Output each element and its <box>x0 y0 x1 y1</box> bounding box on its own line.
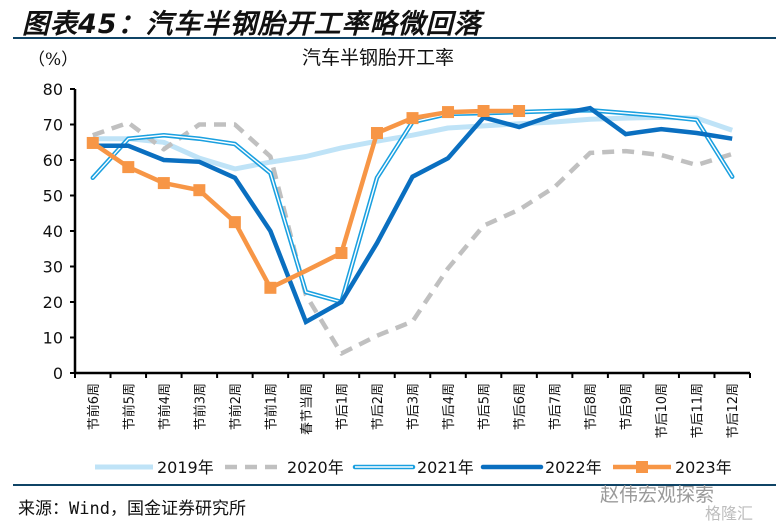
series-2023-marker <box>86 136 99 149</box>
legend-label: 2022年 <box>545 458 602 477</box>
series-2023-marker <box>264 281 277 294</box>
legend-label: 2021年 <box>417 458 474 477</box>
series-2020-line <box>92 120 733 356</box>
data-point <box>412 321 413 322</box>
series-2023 <box>86 105 526 294</box>
y-tick-label: 50 <box>43 187 63 206</box>
x-tick-label: 节前6周 <box>86 383 102 430</box>
series-2023-marker <box>122 161 135 174</box>
data-point <box>128 122 129 123</box>
x-tick-label: 节后11周 <box>691 383 706 439</box>
legend-item-2021: 2021年 <box>352 458 474 477</box>
y-tick-label: 30 <box>43 258 63 277</box>
y-tick-label: 0 <box>53 364 63 383</box>
y-axis: 0 10 20 30 40 50 60 70 80 <box>43 80 77 383</box>
title-divider <box>13 37 776 39</box>
chart-title: 汽车半钢胎开工率 <box>302 47 454 69</box>
y-tick-label: 60 <box>43 151 63 170</box>
legend-item-2023: 2023年 <box>613 458 732 477</box>
legend-marker <box>636 461 648 473</box>
data-point <box>661 155 662 156</box>
series-2023-marker <box>477 105 490 118</box>
y-axis-unit-label: （%） <box>28 50 79 70</box>
x-tick-label: 节后4周 <box>442 383 457 430</box>
series-2023-marker <box>513 105 526 118</box>
legend-label: 2019年 <box>157 458 214 477</box>
data-point <box>519 209 520 210</box>
legend-item-2020: 2020年 <box>225 458 344 477</box>
watermark-logo: 格隆汇 <box>705 504 754 523</box>
series-2019 <box>92 114 734 172</box>
data-point <box>696 164 697 165</box>
series-2020 <box>92 120 733 356</box>
x-tick-label: 节后12周 <box>726 383 741 439</box>
x-tick-label: 节后8周 <box>584 383 599 430</box>
legend-label: 2020年 <box>287 458 344 477</box>
y-tick-label: 10 <box>43 329 63 348</box>
x-tick-label: 节后5周 <box>478 383 493 430</box>
series-layer <box>86 105 735 356</box>
series-2021 <box>90 108 735 305</box>
x-tick-label: 节前2周 <box>228 383 244 430</box>
figure-title: 图表45：汽车半钢胎开工率略微回落 <box>22 9 482 40</box>
series-2023-marker <box>228 216 241 229</box>
x-tick-label: 节后2周 <box>371 383 386 430</box>
series-2022-line <box>92 105 733 326</box>
x-tick-label: 节后7周 <box>549 383 564 430</box>
series-2023-marker <box>335 247 348 260</box>
x-tick-label: 节前3周 <box>192 383 208 430</box>
series-2023-marker <box>193 184 206 197</box>
x-tick-label: 节前5周 <box>121 383 137 430</box>
x-tick-label: 春节当周 <box>300 383 315 435</box>
x-tick-label: 节前4周 <box>157 383 173 430</box>
y-tick-label: 70 <box>43 116 63 135</box>
x-tick-label: 节前1周 <box>263 383 279 430</box>
x-tick-label: 节后9周 <box>620 383 635 430</box>
series-2022 <box>92 105 733 326</box>
series-2023-marker <box>406 112 419 125</box>
x-axis: 节前6周 节前5周 节前4周 节前3周 节前2周 节前1周 春节当周 节后1周 节后2周 节后3周… <box>74 371 751 439</box>
footer-divider <box>13 484 776 486</box>
series-2019-line <box>92 114 734 172</box>
y-tick-label: 20 <box>43 293 63 312</box>
x-tick-label: 节后10周 <box>655 383 670 439</box>
legend-item-2019: 2019年 <box>95 458 214 477</box>
source-note: 来源：Wind，国金证券研究所 <box>18 499 246 519</box>
series-2023-marker <box>370 127 383 140</box>
watermark: 赵伟宏观探索 <box>600 484 715 506</box>
y-tick-label: 80 <box>43 80 63 99</box>
data-point <box>554 186 555 187</box>
data-point <box>483 225 484 226</box>
legend: 2019年 2020年 2021年 2022年 2023年 <box>95 458 732 477</box>
series-2023-marker <box>442 106 455 119</box>
series-2023-marker <box>157 177 170 190</box>
y-tick-label: 40 <box>43 222 63 241</box>
legend-item-2022: 2022年 <box>480 458 602 477</box>
x-tick-label: 节后6周 <box>513 383 528 430</box>
legend-label: 2023年 <box>675 458 732 477</box>
x-tick-label: 节后1周 <box>335 383 350 430</box>
x-tick-label: 节后3周 <box>407 383 422 430</box>
series-2021-line <box>90 108 735 305</box>
data-point <box>732 153 733 154</box>
